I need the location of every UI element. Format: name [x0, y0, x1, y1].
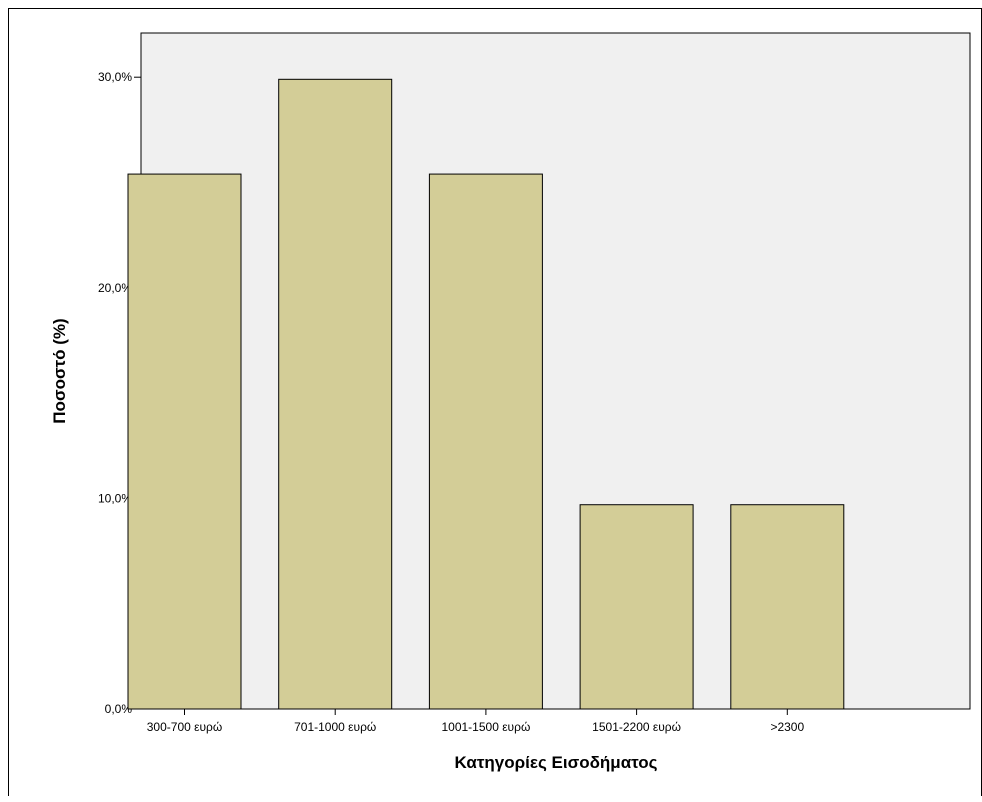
- bars: [127, 78, 845, 710]
- x-tick-label: 701-1000 ευρώ: [294, 720, 376, 734]
- x-tick-label: 1501-2200 ευρώ: [592, 720, 681, 734]
- x-tick-label: 300-700 ευρώ: [147, 720, 222, 734]
- y-tick-label: 20,0%: [98, 281, 132, 295]
- y-tick-label: 30,0%: [98, 70, 132, 84]
- bar: [127, 173, 242, 710]
- bar: [278, 78, 393, 710]
- x-tick-label: 1001-1500 ευρώ: [441, 720, 530, 734]
- chart-frame: 0,0% 10,0% 20,0% 30,0% 300-700 ευρώ 701-1000…: [8, 8, 982, 796]
- bar: [579, 504, 694, 710]
- x-axis-title: Κατηγορίες Εισοδήματος: [455, 753, 658, 772]
- y-tick-label: 10,0%: [98, 491, 132, 505]
- x-axis: 300-700 ευρώ 701-1000 ευρώ 1001-1500 ευρώ 1…: [147, 709, 804, 734]
- y-axis-title: Ποσοστό (%): [50, 318, 69, 423]
- bar: [428, 173, 543, 710]
- bar: [730, 504, 845, 710]
- bar-chart: 0,0% 10,0% 20,0% 30,0% 300-700 ευρώ 701-1000…: [50, 32, 971, 772]
- y-axis: 0,0% 10,0% 20,0% 30,0%: [98, 70, 141, 716]
- x-tick-label: >2300: [770, 720, 804, 734]
- y-tick-label: 0,0%: [105, 702, 133, 716]
- plot-area: [140, 32, 971, 710]
